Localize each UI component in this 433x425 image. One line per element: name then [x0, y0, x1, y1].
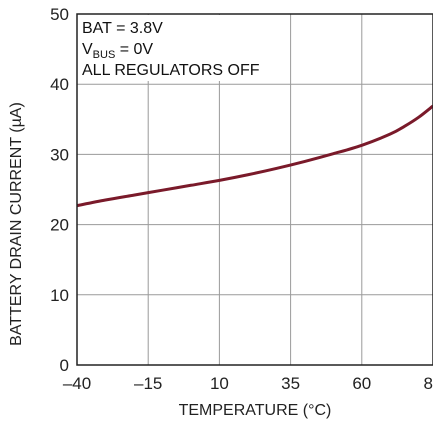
x-tick-label: 35 — [281, 374, 300, 393]
annotation-vbus: VBUS = 0V — [82, 41, 153, 61]
x-tick-labels: –40 –15 10 35 60 85 — [63, 374, 433, 393]
plot-frame — [76, 13, 433, 366]
x-tick-label: 60 — [352, 374, 371, 393]
y-axis-label: BATTERY DRAIN CURRENT (µA) — [8, 102, 25, 346]
annotation-bat: BAT = 3.8V — [82, 20, 163, 37]
annotation-vbus-sub: BUS — [93, 49, 116, 61]
series-layer — [76, 104, 433, 208]
y-tick-labels: 0 10 20 30 40 50 — [50, 5, 69, 375]
y-tick-label: 0 — [60, 356, 69, 375]
annotation-regulators: ALL REGULATORS OFF — [82, 62, 260, 79]
x-tick-label: –40 — [63, 374, 91, 393]
x-tick-label: 10 — [210, 374, 229, 393]
x-tick-label: 85 — [424, 374, 433, 393]
y-tick-label: 20 — [50, 216, 69, 235]
x-tick-label: –15 — [134, 374, 162, 393]
series-line-drain-current — [76, 104, 433, 208]
annotation-vbus-rest: = 0V — [115, 41, 153, 58]
annotation-background — [78, 15, 266, 81]
y-tick-label: 50 — [50, 5, 69, 24]
y-tick-label: 40 — [50, 75, 69, 94]
annotation-vbus-main: V — [82, 41, 93, 58]
y-tick-label: 10 — [50, 286, 69, 305]
y-tick-label: 30 — [50, 145, 69, 164]
x-axis-label: TEMPERATURE (°C) — [179, 402, 332, 419]
